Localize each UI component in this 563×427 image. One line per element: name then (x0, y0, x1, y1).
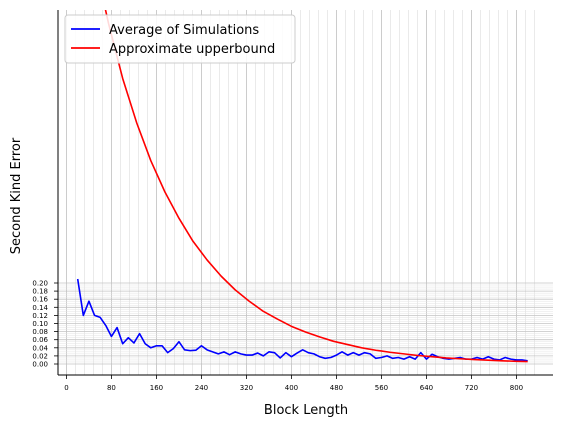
x-tick-label: 160 (150, 384, 163, 392)
legend-box (64, 14, 296, 64)
legend-label-upperbound: Approximate upperbound (109, 42, 275, 57)
x-tick-label: 400 (285, 384, 298, 392)
y-tick-label: 0.18 (32, 288, 48, 296)
x-tick-label: 320 (240, 384, 253, 392)
y-tick-label: 0.04 (32, 344, 48, 352)
legend-label-simulations: Average of Simulations (109, 23, 259, 38)
y-tick-label: 0.14 (32, 304, 48, 312)
y-tick-label: 0.06 (32, 336, 48, 344)
ticks-layer: 0 80 160 240 320 400 480 560 640 720 8000.000.020.… (32, 280, 523, 393)
x-tick-label: 480 (330, 384, 343, 392)
x-tick-label: 640 (420, 384, 433, 392)
y-tick-label: 0.12 (32, 312, 48, 320)
grid-layer (58, 10, 553, 375)
x-tick-label: 0 (64, 384, 68, 392)
x-tick-label: 80 (107, 384, 116, 392)
x-tick-label: 720 (465, 384, 478, 392)
y-tick-label: 0.00 (32, 361, 48, 369)
x-tick-label: 240 (195, 384, 208, 392)
series-layer (76, 10, 528, 363)
y-tick-label: 0.16 (32, 296, 48, 304)
x-axis-title: Block Length (264, 403, 348, 418)
series-line-approximate-upperbound (104, 10, 528, 363)
x-tick-label: 800 (510, 384, 523, 392)
y-tick-label: 0.20 (32, 280, 48, 288)
y-tick-label: 0.10 (32, 320, 48, 328)
y-axis-title: Second Kind Error (9, 137, 24, 254)
y-tick-label: 0.02 (32, 352, 48, 360)
axes-layer (57, 10, 553, 376)
legend: Average of Simulations Approximate upper… (64, 14, 296, 64)
x-tick-label: 560 (375, 384, 388, 392)
y-tick-label: 0.08 (32, 328, 48, 336)
